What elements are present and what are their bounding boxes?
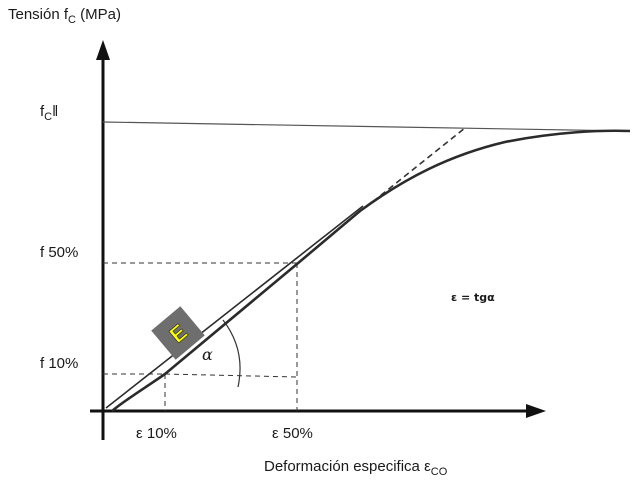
y-axis-title-sub: C: [68, 14, 76, 26]
y-tick-fcu-sub: C: [44, 111, 53, 123]
x-tick-e10: ε 10%: [136, 425, 177, 442]
y-axis-title: Tensión fC (MPa): [8, 6, 121, 26]
formula-label: ε = tgα: [451, 291, 495, 304]
x-axis-title: Deformación especifica εCO: [264, 458, 448, 478]
angle-label: α: [202, 345, 213, 364]
e-badge: E: [151, 306, 205, 360]
y-axis-title-suffix: (MPa): [76, 6, 121, 23]
stress-strain-curve: [111, 129, 631, 412]
angle-reference-line: [164, 373, 298, 378]
y-tick-fcu-suffix: ǁ: [52, 103, 59, 120]
y-tick-fcu-prefix: f: [40, 103, 45, 120]
angle-arc: [222, 319, 241, 388]
x-tick-e50: ε 50%: [272, 425, 313, 442]
x-axis-arrowhead: [526, 404, 546, 418]
y-axis-arrowhead: [96, 40, 110, 60]
x-axis-title-text: Deformación especifica ε: [264, 458, 431, 475]
secant-line: [105, 205, 364, 409]
y-tick-fcu: fCǁ: [40, 103, 59, 123]
y-tick-f10: f 10%: [40, 355, 79, 372]
e-badge-box: [151, 306, 205, 360]
y-tick-f50: f 50%: [40, 244, 79, 261]
ultimate-stress-line: [102, 121, 631, 132]
x-axis-title-sub: CO: [430, 466, 448, 478]
y-axis-title-prefix: Tensión f: [8, 6, 69, 23]
